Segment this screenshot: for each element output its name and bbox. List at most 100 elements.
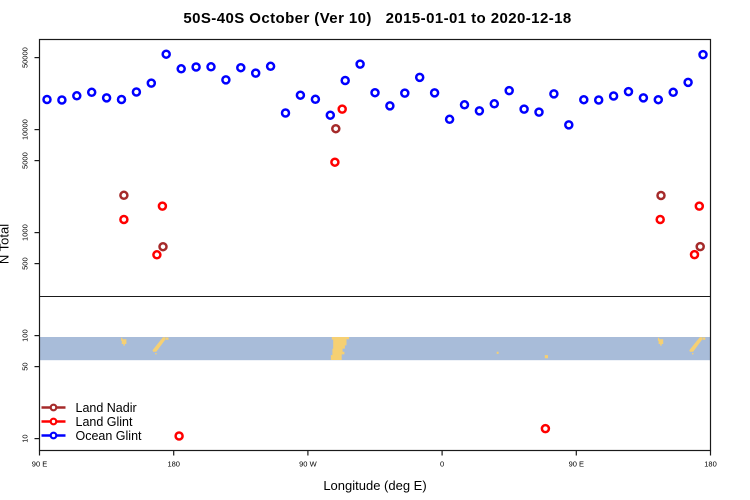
legend-marker xyxy=(49,403,58,412)
ocean-glint-point xyxy=(623,86,634,97)
land-glint-point xyxy=(119,214,129,225)
ocean-glint-point xyxy=(250,68,261,78)
y-tick-label: 50 xyxy=(21,362,30,370)
ocean-glint-point xyxy=(653,94,664,105)
y-tick-label: 500 xyxy=(21,257,30,270)
legend-marker xyxy=(49,431,58,440)
legend-label: Ocean Glint xyxy=(76,429,143,443)
ocean-glint-point xyxy=(86,87,97,98)
x-axis-title: Longitude (deg E) xyxy=(323,478,427,493)
ocean-glint-point xyxy=(161,49,171,59)
y-tick-label: 100 xyxy=(21,329,30,342)
ocean-glint-point xyxy=(414,72,425,83)
land-stewart-island xyxy=(155,353,157,355)
ocean-glint-point xyxy=(370,87,380,98)
ocean-glint-point xyxy=(385,101,395,111)
land-kerguelen xyxy=(544,355,548,359)
ocean-glint-point xyxy=(131,87,142,97)
x-tick-label: 0 xyxy=(440,460,444,469)
ocean-glint-point xyxy=(146,78,157,88)
ocean-glint-point xyxy=(444,114,455,125)
ocean-glint-point xyxy=(355,59,365,69)
y-tick-label: 1000 xyxy=(21,224,30,241)
land-tasmania xyxy=(121,337,127,346)
ocean-glint-point xyxy=(325,110,336,120)
ocean-glint-point xyxy=(265,61,276,72)
land-glint-point xyxy=(337,104,347,114)
ocean-glint-point xyxy=(72,91,82,101)
land-south-america xyxy=(330,337,350,360)
ocean-glint-point xyxy=(489,99,500,109)
plot-frame xyxy=(38,38,712,452)
ocean-glint-point xyxy=(236,62,246,73)
x-tick-label: 90 E xyxy=(569,460,584,469)
ocean-glint-point xyxy=(564,120,574,130)
land-nadir-point xyxy=(331,123,341,134)
ocean-glint-point xyxy=(579,94,589,105)
ocean-glint-point xyxy=(310,94,321,105)
y-tick-label: 10000 xyxy=(21,119,30,140)
ocean-glint-point xyxy=(42,94,52,105)
land-nadir-point xyxy=(158,241,168,252)
land-glint-point xyxy=(330,157,340,167)
ocean-glint-point xyxy=(400,88,410,98)
x-tick-label: 180 xyxy=(704,460,717,469)
land-glint-point xyxy=(152,250,162,260)
ocean-glint-point xyxy=(534,107,544,117)
legend-marker xyxy=(49,417,58,426)
land-tasmania xyxy=(657,337,664,346)
land-nadir-point xyxy=(119,190,129,201)
ocean-glint-point xyxy=(116,94,127,105)
ocean-glint-point xyxy=(474,106,485,116)
ocean-glint-point xyxy=(638,93,649,103)
legend-label: Land Nadir xyxy=(76,401,137,415)
land-new-zealand-south-island xyxy=(689,337,702,352)
x-tick-label: 90 E xyxy=(32,460,47,469)
ocean-glint-point xyxy=(504,85,514,96)
chart-title: 50S-40S October (Ver 10) 2015-01-01 to 2… xyxy=(183,10,572,28)
y-axis-title: N Total xyxy=(0,224,12,264)
ocean-glint-point xyxy=(280,108,291,118)
ocean-glint-point xyxy=(191,62,201,72)
series-land-nadir xyxy=(119,123,705,252)
ocean-glint-point xyxy=(593,95,604,105)
y-tick-label: 50000 xyxy=(21,47,30,68)
ocean-glint-point xyxy=(549,89,559,99)
land-new-zealand-north-island xyxy=(702,337,706,340)
ocean-glint-point xyxy=(683,77,693,88)
y-tick-label: 5000 xyxy=(21,152,30,169)
land-glint-point xyxy=(540,423,551,434)
land-glint-point xyxy=(174,431,184,441)
ocean-glint-point xyxy=(429,88,440,98)
ocean-glint-point xyxy=(608,91,619,101)
land-glint-point xyxy=(157,201,168,211)
land-new-zealand-north-island xyxy=(165,337,169,340)
ocean-glint-point xyxy=(519,104,529,114)
ocean-glint-point xyxy=(206,62,216,72)
ocean-glint-point xyxy=(668,87,678,98)
land-nadir-point xyxy=(656,190,666,201)
ocean-glint-point xyxy=(57,95,67,105)
land-new-zealand-south-island xyxy=(152,337,166,352)
x-tick-label: 90 W xyxy=(299,460,317,469)
series-land-glint xyxy=(119,104,705,441)
ocean-glint-point xyxy=(101,93,112,103)
land-glint-point xyxy=(655,214,665,225)
legend-label: Land Glint xyxy=(76,415,134,429)
land-glint-point xyxy=(694,201,705,211)
ocean-glint-point xyxy=(295,90,306,100)
land-prince-edward-islands xyxy=(496,351,499,354)
y-tick-label: 10 xyxy=(21,434,30,442)
land-nadir-point xyxy=(695,241,705,252)
ocean-glint-point xyxy=(459,100,470,110)
ocean-glint-point xyxy=(340,75,350,86)
ocean-glint-point xyxy=(698,49,708,60)
land-glint-point xyxy=(689,249,700,260)
x-tick-label: 180 xyxy=(167,460,180,469)
land-stewart-island xyxy=(692,353,694,355)
ocean-band xyxy=(39,337,711,361)
series-ocean-glint xyxy=(42,49,708,130)
ocean-glint-point xyxy=(176,64,186,74)
